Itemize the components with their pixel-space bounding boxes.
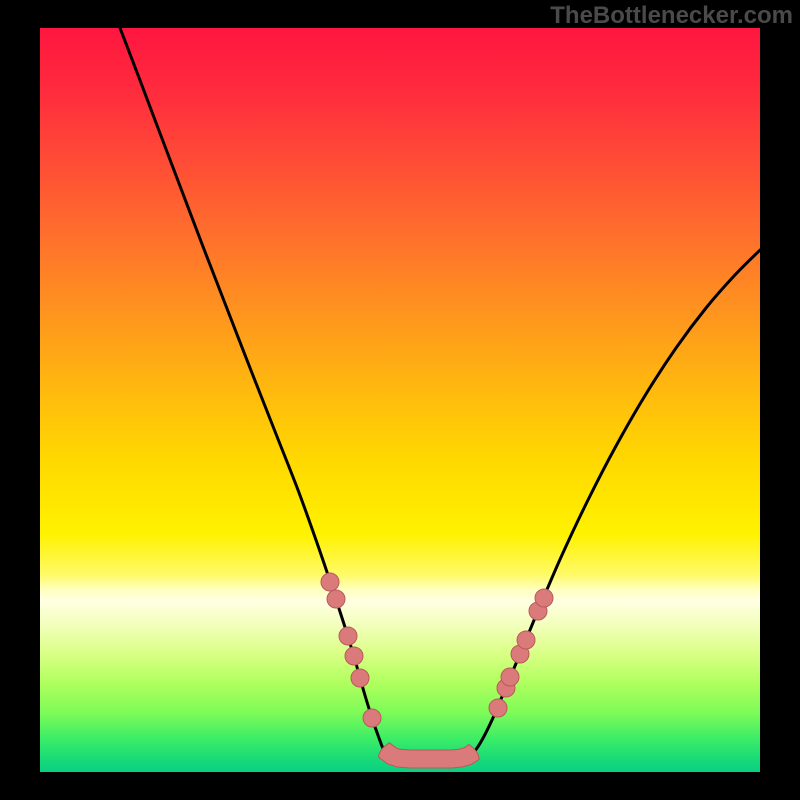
plot-area <box>40 28 760 772</box>
left-marker-2 <box>339 627 357 645</box>
bottleneck-chart <box>40 28 760 772</box>
right-marker-4 <box>517 631 535 649</box>
left-marker-0 <box>321 573 339 591</box>
right-marker-6 <box>535 589 553 607</box>
left-marker-5 <box>363 709 381 727</box>
left-marker-4 <box>351 669 369 687</box>
left-marker-3 <box>345 647 363 665</box>
watermark-text: TheBottlenecker.com <box>550 2 793 30</box>
right-marker-0 <box>489 699 507 717</box>
chart-stage: TheBottlenecker.com <box>0 0 800 800</box>
left-marker-1 <box>327 590 345 608</box>
right-marker-2 <box>501 668 519 686</box>
gradient-background <box>40 28 760 772</box>
